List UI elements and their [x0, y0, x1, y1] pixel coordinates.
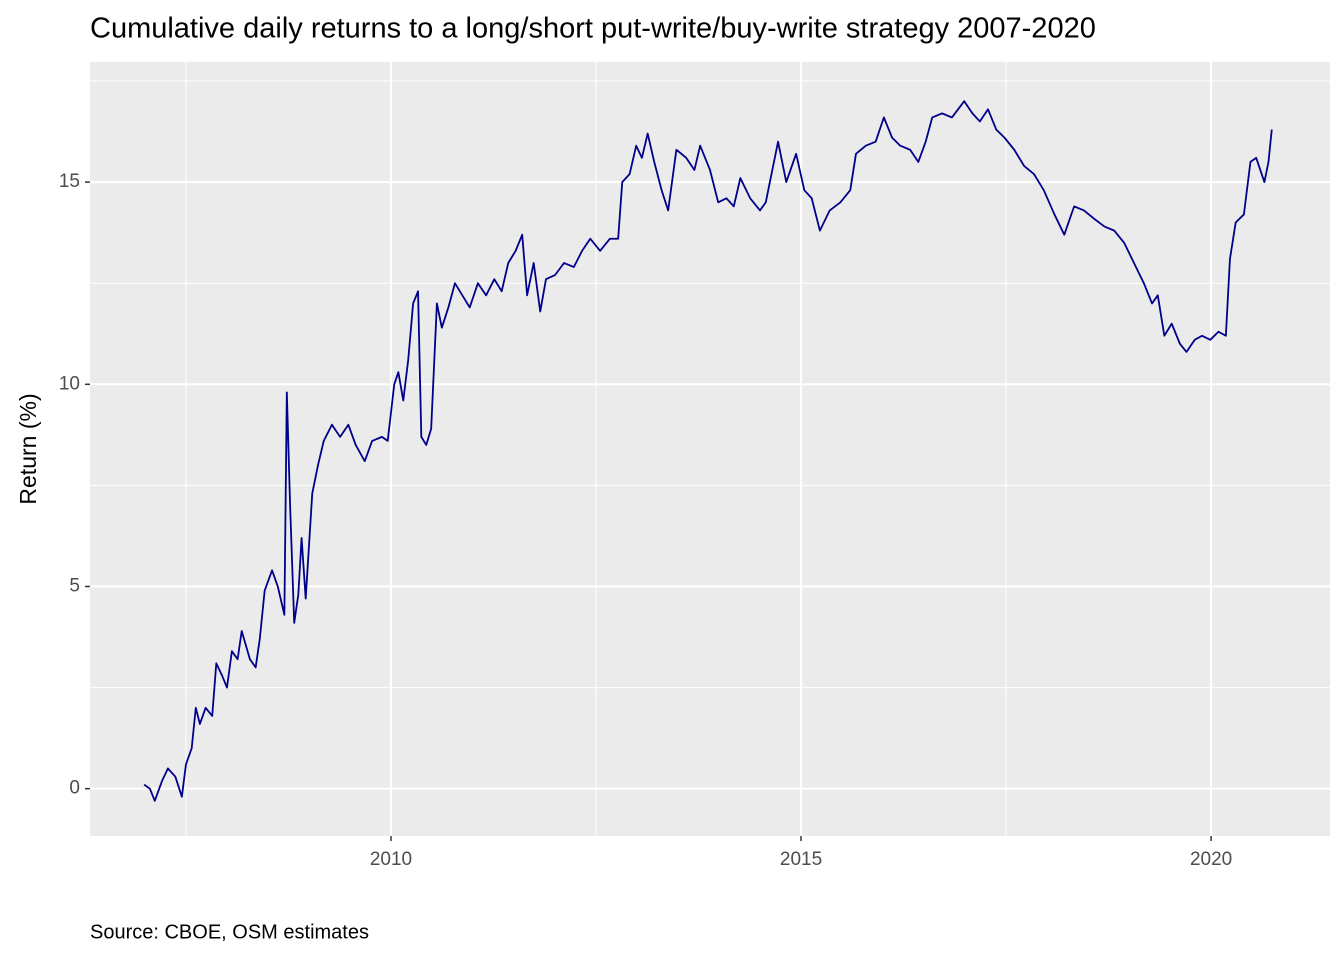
caption: Source: CBOE, OSM estimates [90, 921, 369, 943]
x-tick-label: 2020 [1190, 849, 1232, 870]
y-tick-label: 15 [59, 171, 80, 192]
y-tick-label: 10 [59, 373, 80, 394]
x-tick-label: 2010 [370, 849, 412, 870]
y-axis-label: Return (%) [15, 393, 41, 504]
plot-panel [90, 62, 1330, 836]
y-tick-label: 0 [69, 778, 80, 799]
x-tick-label: 2015 [780, 849, 822, 870]
y-tick-label: 5 [69, 576, 80, 597]
chart-title: Cumulative daily returns to a long/short… [90, 13, 1096, 45]
data-line [143, 100, 1273, 802]
